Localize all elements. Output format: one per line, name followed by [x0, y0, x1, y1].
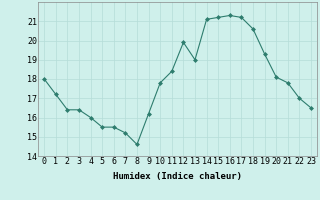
X-axis label: Humidex (Indice chaleur): Humidex (Indice chaleur) — [113, 172, 242, 181]
